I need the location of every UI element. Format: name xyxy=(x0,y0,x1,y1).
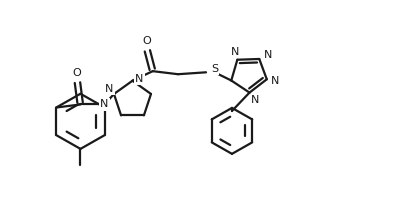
Text: N: N xyxy=(270,76,279,86)
Text: N: N xyxy=(105,84,113,94)
Text: N: N xyxy=(251,95,259,105)
Text: N: N xyxy=(263,50,271,60)
Text: O: O xyxy=(142,36,151,46)
Text: O: O xyxy=(73,68,81,78)
Text: N: N xyxy=(135,74,143,84)
Text: S: S xyxy=(211,64,218,74)
Text: N: N xyxy=(231,47,239,57)
Text: N: N xyxy=(100,99,108,109)
